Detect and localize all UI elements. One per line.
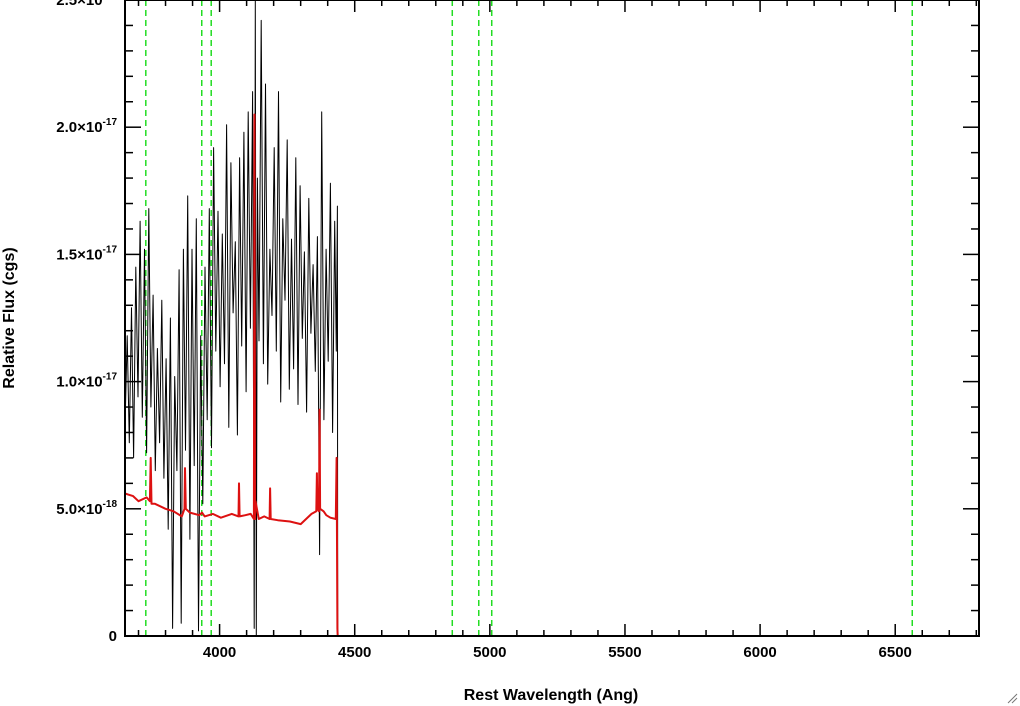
x-tick-label: 5500	[608, 644, 641, 661]
y-tick-label: 2.5×10-17	[56, 0, 117, 9]
y-axis-ticks: 0 5.0×10-18 1.0×10-17 1.5×10-17 2.0×10-17 2.5…	[56, 0, 979, 645]
spectrum-series	[124, 0, 979, 637]
y-tick-label: 1.0×10-17	[56, 372, 117, 391]
x-axis-title: Rest Wavelength (Ang)	[464, 687, 639, 704]
y-axis-title: Relative Flux (cgs)	[1, 247, 18, 388]
x-axis-ticks: 4000 4500 5000 5500 6000 6500	[137, 0, 978, 661]
spectrum-flux-line	[124, 0, 979, 637]
spectrum-error-line	[124, 113, 979, 637]
y-tick-label: 2.0×10-17	[56, 117, 117, 136]
plot-frame	[124, 0, 980, 637]
resize-grip-icon[interactable]	[1007, 693, 1018, 704]
y-tick-label: 1.5×10-17	[56, 244, 117, 263]
x-tick-label: 4000	[203, 644, 236, 661]
reference-lines	[145, 0, 913, 636]
x-tick-label: 4500	[338, 644, 371, 661]
x-tick-label: 6500	[879, 644, 912, 661]
x-tick-label: 6000	[743, 644, 776, 661]
y-tick-label: 5.0×10-18	[56, 499, 117, 518]
x-tick-label: 5000	[473, 644, 506, 661]
y-tick-label: 0	[109, 628, 117, 645]
